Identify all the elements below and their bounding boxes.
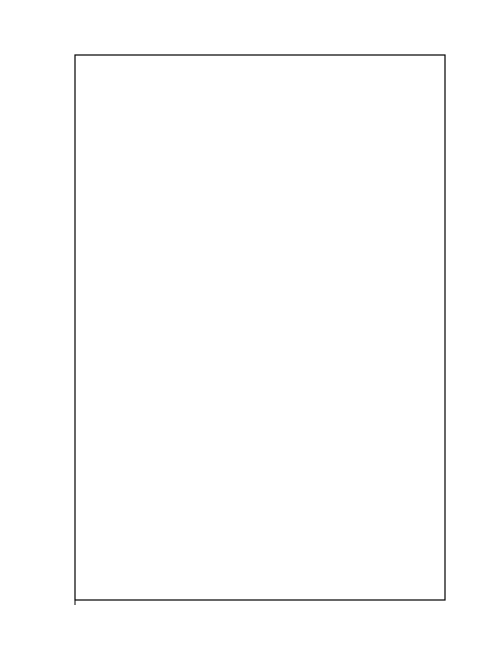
chart-container bbox=[0, 0, 500, 654]
chart-svg bbox=[0, 0, 500, 654]
